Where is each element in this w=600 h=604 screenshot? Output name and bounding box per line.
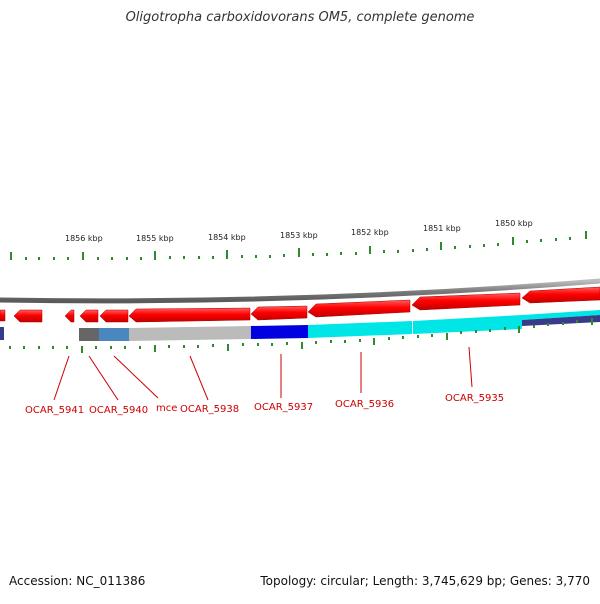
- track-segment-cyan: [308, 321, 412, 338]
- ruler-label-1853: 1853 kbp: [280, 231, 318, 240]
- ruler-ticks: [10, 231, 587, 260]
- gene-arrow[interactable]: [0, 309, 6, 322]
- genome-title: Oligotropha carboxidovorans OM5, complet…: [125, 10, 475, 25]
- gene-label-ocar5935[interactable]: OCAR_5935: [445, 393, 504, 404]
- forward-strand-genes: [0, 286, 600, 323]
- gene-label-mce[interactable]: mce: [156, 403, 177, 414]
- gene-label-ocar5938[interactable]: OCAR_5938: [180, 404, 239, 415]
- gene-arrow[interactable]: [411, 292, 521, 311]
- gene-label-ocar5936[interactable]: OCAR_5936: [335, 399, 394, 410]
- leader-line-ocar5938: [189, 355, 209, 401]
- accession-text: Accession: NC_011386: [9, 574, 146, 588]
- gene-arrow[interactable]: [79, 309, 99, 323]
- track-segment-dark-gray: [79, 328, 99, 341]
- gene-label-ocar5937[interactable]: OCAR_5937: [254, 402, 313, 413]
- ruler-labels: 1856 kbp 1855 kbp 1854 kbp 1853 kbp 1852…: [65, 219, 533, 243]
- track-segment-blue: [251, 325, 308, 339]
- gene-arrow[interactable]: [521, 286, 600, 304]
- gene-arrow[interactable]: [250, 305, 308, 321]
- ruler-label-1855: 1855 kbp: [136, 234, 174, 243]
- gene-arrow[interactable]: [99, 309, 129, 323]
- track-segment-light-gray: [129, 326, 251, 341]
- ruler-label-1852: 1852 kbp: [351, 228, 389, 237]
- inner-ticks: [9, 318, 593, 353]
- leader-line-ocar5940: [88, 355, 119, 401]
- ruler-label-1854: 1854 kbp: [208, 233, 246, 242]
- gene-labels: OCAR_5941 OCAR_5940 mce OCAR_5938 OCAR_5…: [25, 393, 504, 416]
- leader-line-mce: [113, 355, 159, 399]
- analysis-track: [0, 310, 600, 341]
- gene-arrow[interactable]: [307, 299, 411, 318]
- genome-summary-text: Topology: circular; Length: 3,745,629 bp…: [260, 574, 590, 588]
- gene-label-ocar5941[interactable]: OCAR_5941: [25, 405, 84, 416]
- gene-arrow[interactable]: [64, 309, 75, 323]
- gene-arrow[interactable]: [128, 307, 251, 323]
- track-segment-cyan-thin: [522, 310, 600, 320]
- gene-arrow[interactable]: [13, 309, 43, 323]
- track-segment-steel-blue: [99, 328, 129, 341]
- ruler-label-1851: 1851 kbp: [423, 224, 461, 233]
- leader-line-ocar5941: [53, 355, 70, 401]
- label-leader-lines: [53, 346, 473, 401]
- ruler-label-1856: 1856 kbp: [65, 234, 103, 243]
- gene-label-ocar5940[interactable]: OCAR_5940: [89, 405, 148, 416]
- track-segment-navy: [0, 327, 4, 340]
- track-segment-cyan: [413, 315, 522, 334]
- genome-backbone-arc: [0, 278, 600, 304]
- ruler-label-1850: 1850 kbp: [495, 219, 533, 228]
- track-segment-navy: [522, 315, 600, 326]
- leader-line-ocar5935: [468, 346, 473, 388]
